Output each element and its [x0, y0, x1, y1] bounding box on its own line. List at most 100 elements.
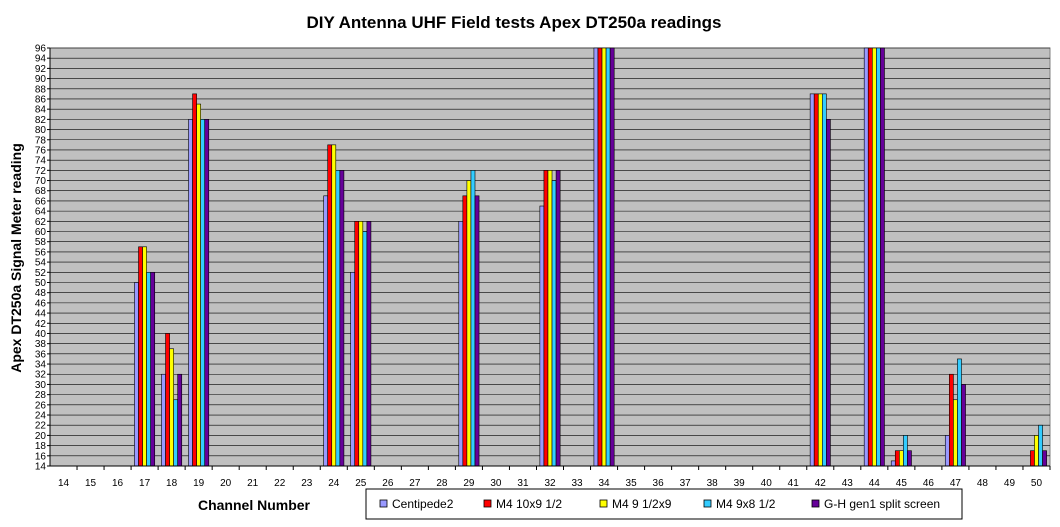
y-tick-label: 80: [35, 125, 47, 136]
bar: [876, 47, 881, 467]
x-tick-label: 44: [869, 478, 881, 489]
x-tick-label: 15: [85, 478, 97, 489]
bar: [173, 399, 179, 467]
bar: [462, 195, 468, 467]
x-tick-label: 37: [680, 478, 692, 489]
bar: [134, 282, 139, 467]
bar: [863, 47, 869, 467]
x-tick-label: 26: [382, 478, 394, 489]
bar: [1034, 435, 1039, 467]
y-tick-label: 20: [35, 431, 47, 442]
bar: [949, 373, 954, 467]
x-tick-label: 49: [1004, 478, 1016, 489]
bar: [543, 170, 549, 467]
y-tick-label: 30: [35, 380, 47, 391]
x-tick-label: 14: [58, 478, 70, 489]
y-tick-label: 36: [35, 349, 47, 360]
bar: [169, 348, 174, 467]
y-tick-label: 58: [35, 237, 47, 248]
x-tick-label: 45: [896, 478, 908, 489]
x-tick-label: 25: [355, 478, 367, 489]
x-tick-label: 42: [815, 478, 827, 489]
bar: [899, 450, 904, 467]
x-tick-label: 27: [409, 478, 421, 489]
legend-label: M4 9x8 1/2: [716, 497, 776, 511]
x-tick-label: 24: [328, 478, 340, 489]
y-tick-label: 24: [35, 411, 47, 422]
y-tick-label: 90: [35, 74, 47, 85]
bar: [539, 205, 545, 467]
legend-label: G-H gen1 split screen: [824, 497, 940, 511]
y-tick-label: 44: [35, 309, 47, 320]
chart-title: DIY Antenna UHF Field tests Apex DT250a …: [306, 13, 721, 32]
bar: [597, 47, 603, 467]
bar: [474, 195, 480, 467]
bar: [944, 435, 950, 467]
y-tick-label: 56: [35, 247, 47, 258]
x-tick-label: 39: [734, 478, 746, 489]
x-tick-label: 43: [842, 478, 854, 489]
bar: [547, 170, 553, 467]
bar: [323, 195, 329, 467]
y-tick-label: 46: [35, 298, 47, 309]
bar: [165, 333, 170, 467]
bar: [821, 93, 827, 467]
bar: [142, 246, 147, 467]
bar: [138, 246, 143, 467]
y-tick-label: 84: [35, 105, 47, 116]
y-tick-label: 92: [35, 64, 47, 75]
bar: [150, 271, 156, 467]
x-tick-label: 17: [139, 478, 151, 489]
x-tick-label: 31: [517, 478, 529, 489]
legend-swatch: [811, 499, 820, 508]
y-tick-label: 68: [35, 186, 47, 197]
bar: [880, 47, 885, 467]
bar: [177, 373, 183, 467]
y-tick-label: 18: [35, 441, 47, 452]
bar: [458, 221, 464, 467]
x-axis-title: Channel Number: [198, 497, 311, 513]
bar: [196, 103, 201, 467]
x-tick-label: 47: [950, 478, 962, 489]
y-tick-label: 16: [35, 451, 47, 462]
bar: [331, 144, 337, 467]
y-tick-label: 22: [35, 421, 47, 432]
y-tick-label: 62: [35, 217, 47, 228]
x-tick-label: 41: [788, 478, 800, 489]
x-tick-label: 28: [436, 478, 448, 489]
bar: [903, 435, 908, 467]
y-axis-title: Apex DT250a Signal Meter reading: [8, 143, 24, 373]
legend-swatch: [599, 499, 608, 508]
x-tick-label: 20: [220, 478, 232, 489]
x-tick-label: 32: [544, 478, 556, 489]
x-tick-label: 18: [166, 478, 178, 489]
x-tick-label: 36: [653, 478, 665, 489]
bar: [366, 221, 372, 467]
x-tick-label: 48: [977, 478, 989, 489]
y-tick-label: 26: [35, 400, 47, 411]
x-tick-label: 50: [1031, 478, 1043, 489]
y-tick-label: 54: [35, 258, 47, 269]
bar: [809, 93, 815, 467]
bar: [470, 170, 476, 467]
x-tick-label: 29: [463, 478, 475, 489]
y-tick-label: 28: [35, 390, 47, 401]
x-tick-label: 23: [301, 478, 313, 489]
legend-swatch: [483, 499, 492, 508]
y-tick-label: 96: [35, 44, 47, 55]
x-tick-label: 40: [761, 478, 773, 489]
bar: [605, 47, 611, 467]
y-tick-label: 70: [35, 176, 47, 187]
bar: [555, 170, 561, 467]
x-tick-label: 35: [626, 478, 638, 489]
x-tick-label: 30: [490, 478, 502, 489]
x-tick-label: 46: [923, 478, 935, 489]
x-tick-label: 16: [112, 478, 124, 489]
bar: [200, 119, 206, 467]
y-tick-label: 34: [35, 360, 47, 371]
bar: [871, 47, 877, 467]
bar: [817, 93, 823, 467]
legend: Centipede2 M4 10x9 1/2 M4 9 1/2x9 M4 9x8 1/…: [365, 488, 963, 520]
bar: [1038, 424, 1043, 467]
